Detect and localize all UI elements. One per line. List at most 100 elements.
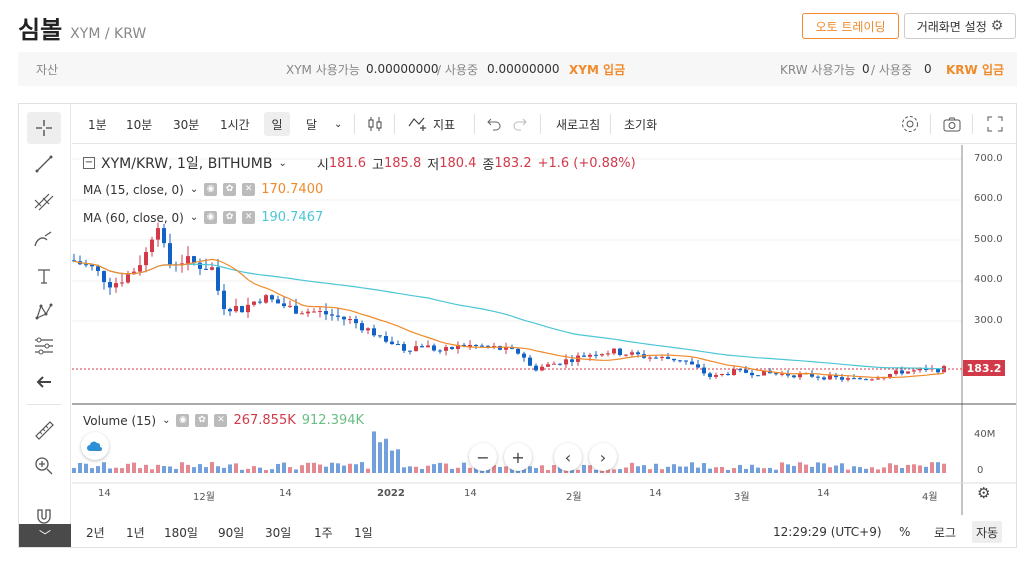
volume-bar: [288, 467, 292, 473]
crosshair-icon[interactable]: [27, 112, 61, 144]
interval-month[interactable]: 달: [306, 117, 318, 132]
zoom-out-button[interactable]: −: [469, 443, 497, 471]
collapse-tools-button[interactable]: ﹀: [19, 524, 71, 547]
volume-bar: [558, 466, 562, 473]
scroll-right-button[interactable]: ›: [589, 443, 617, 471]
range-30d[interactable]: 30일: [265, 525, 292, 540]
price-tick: 500.0: [974, 234, 1003, 245]
interval-30m[interactable]: 30분: [173, 117, 200, 132]
zoom-in-icon[interactable]: [27, 450, 61, 482]
fib-tool-icon[interactable]: [27, 186, 61, 218]
settings-icon[interactable]: ✿: [223, 183, 237, 196]
refresh-button[interactable]: 새로고침: [556, 117, 601, 132]
candle: [234, 306, 238, 312]
chevron-down-icon[interactable]: ⌄: [189, 184, 199, 195]
candle: [204, 268, 208, 270]
volume-bar: [108, 468, 112, 473]
trend-line-icon[interactable]: [27, 148, 61, 180]
collapse-legend-icon[interactable]: −: [83, 157, 95, 169]
volume-bar: [528, 466, 532, 473]
eye-icon[interactable]: ◉: [204, 183, 218, 196]
range-1y[interactable]: 1년: [126, 525, 145, 540]
redo-icon[interactable]: [508, 112, 532, 136]
candle: [162, 228, 166, 244]
volume-bar: [660, 469, 664, 473]
brush-icon[interactable]: [27, 224, 61, 256]
ma15-value: 170.7400: [261, 182, 324, 197]
reset-button[interactable]: 초기화: [624, 117, 658, 132]
candle-style-icon[interactable]: [362, 112, 388, 136]
close-icon[interactable]: ✕: [242, 183, 256, 196]
range-90d[interactable]: 90일: [218, 525, 245, 540]
chevron-down-icon[interactable]: ⌄: [189, 212, 199, 223]
close-label: 종: [482, 157, 495, 173]
range-180d[interactable]: 180일: [164, 525, 198, 540]
ma15-legend: MA (15, close, 0) ⌄ ◉ ✿ ✕ 170.7400: [83, 182, 323, 197]
chevron-down-icon[interactable]: ⌄: [278, 157, 287, 169]
fullscreen-icon[interactable]: [982, 112, 1008, 136]
close-icon[interactable]: ✕: [214, 414, 228, 427]
volume-bar: [102, 462, 106, 473]
high-label: 고: [372, 157, 385, 173]
interval-10m[interactable]: 10분: [126, 117, 153, 132]
magnet-icon[interactable]: [27, 500, 61, 532]
camera-icon[interactable]: [938, 112, 966, 136]
volume-bar: [720, 466, 724, 473]
axis-settings-icon[interactable]: ⚙: [977, 484, 991, 502]
auto-trading-button[interactable]: 오토 트레이딩: [802, 13, 899, 39]
krw-in-use-value: 0: [924, 62, 932, 76]
candle: [246, 304, 250, 313]
volume-bar: [888, 463, 892, 473]
range-2y[interactable]: 2년: [86, 525, 105, 540]
scroll-left-button[interactable]: ‹: [554, 443, 582, 471]
pattern-icon[interactable]: [27, 296, 61, 328]
range-1d[interactable]: 1일: [354, 525, 373, 540]
candle: [192, 256, 196, 263]
volume-bar: [756, 467, 760, 473]
ruler-icon[interactable]: [27, 414, 61, 446]
interval-1d[interactable]: 일: [264, 112, 290, 136]
krw-deposit-link[interactable]: KRW 입금: [946, 62, 1005, 77]
prediction-icon[interactable]: [27, 330, 61, 362]
volume-bar: [180, 462, 184, 473]
undo-icon[interactable]: [482, 112, 506, 136]
eye-icon[interactable]: ◉: [176, 414, 190, 427]
settings-icon[interactable]: ✿: [223, 211, 237, 224]
time-tick: 4월: [922, 492, 938, 503]
volume-bar: [216, 466, 220, 473]
log-toggle[interactable]: 로그: [934, 525, 957, 540]
interval-1h[interactable]: 1시간: [220, 117, 250, 132]
candlestick-chart[interactable]: [72, 145, 1016, 515]
close-icon[interactable]: ✕: [242, 211, 256, 224]
ma15-label[interactable]: MA (15, close, 0): [83, 182, 184, 197]
candle: [594, 354, 598, 356]
interval-1m[interactable]: 1분: [88, 117, 107, 132]
interval-dropdown[interactable]: ⌄: [330, 112, 346, 136]
screen-setting-button[interactable]: 거래화면 설정 ⚙: [904, 13, 1016, 39]
volume-bar: [408, 466, 412, 473]
candle: [126, 274, 130, 283]
settings-gear-icon[interactable]: [896, 112, 924, 136]
eye-icon[interactable]: ◉: [204, 211, 218, 224]
symbol-label[interactable]: XYM/KRW, 1일, BITHUMB: [101, 156, 273, 172]
ma60-label[interactable]: MA (60, close, 0): [83, 210, 184, 225]
zoom-in-button[interactable]: +: [504, 443, 532, 471]
chevron-down-icon[interactable]: ⌄: [162, 415, 171, 426]
range-1w[interactable]: 1주: [314, 525, 333, 540]
auto-toggle[interactable]: 자동: [972, 521, 1003, 543]
volume-bar: [420, 468, 424, 473]
candle: [450, 347, 454, 349]
settings-icon[interactable]: ✿: [195, 414, 209, 427]
percent-toggle[interactable]: %: [899, 525, 911, 539]
volume-bar: [846, 469, 850, 473]
volume-label[interactable]: Volume (15): [83, 413, 157, 428]
arrow-left-icon[interactable]: [27, 366, 61, 398]
volume-bar: [246, 468, 250, 473]
indicator-button[interactable]: 지표: [404, 112, 459, 136]
text-icon[interactable]: [27, 260, 61, 292]
volume-bar: [630, 462, 634, 473]
volume-value-1: 267.855K: [233, 413, 296, 428]
xym-deposit-link[interactable]: XYM 입금: [569, 62, 626, 77]
candle: [864, 379, 868, 381]
candle: [72, 260, 76, 262]
